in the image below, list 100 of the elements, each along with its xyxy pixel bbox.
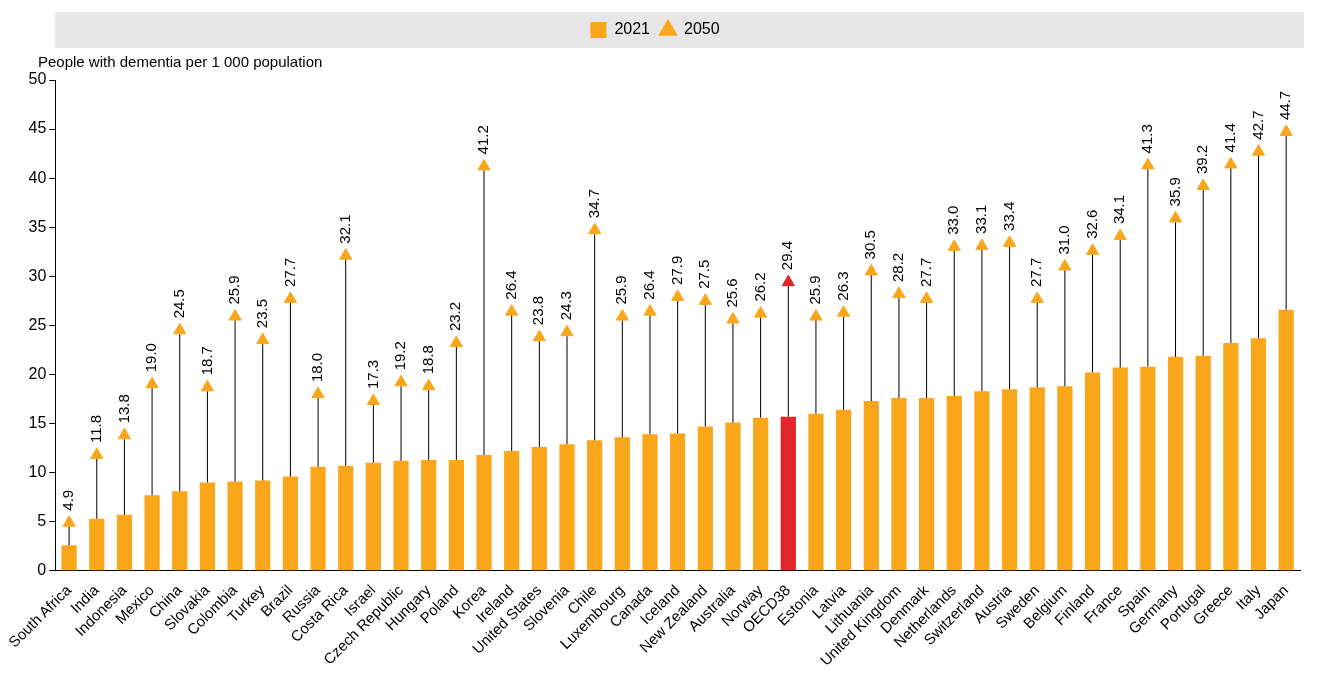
data-label: 18.0 [308, 352, 326, 383]
bar [670, 433, 686, 571]
data-label: 35.9 [1165, 177, 1183, 207]
point [117, 427, 131, 440]
point [1168, 210, 1183, 223]
point [1141, 157, 1155, 170]
bar [946, 396, 962, 571]
y-tick-label: 50 [28, 70, 47, 88]
point [339, 248, 353, 260]
data-label: 27.9 [667, 255, 685, 285]
point [505, 304, 519, 316]
bar [365, 462, 381, 571]
bar [310, 466, 326, 571]
bar [863, 400, 879, 571]
data-label: 27.7 [280, 257, 298, 287]
point [283, 291, 297, 303]
bar [282, 476, 298, 571]
point [173, 322, 187, 335]
point [809, 309, 823, 321]
point [200, 379, 214, 392]
data-label: 19.0 [142, 343, 160, 373]
bar [753, 417, 769, 571]
point [1196, 178, 1210, 191]
bar [836, 409, 852, 571]
y-tick-label: 15 [28, 413, 47, 431]
point [1058, 259, 1072, 271]
data-label: 4.9 [59, 489, 77, 511]
point [422, 378, 436, 391]
bar [338, 465, 354, 571]
bar [393, 460, 409, 571]
point [892, 286, 906, 298]
point [1113, 228, 1127, 241]
bar [891, 398, 907, 571]
point [643, 304, 657, 316]
bar [1195, 355, 1211, 571]
data-label: 39.2 [1193, 144, 1211, 175]
point [228, 309, 242, 321]
data-label: 18.7 [197, 346, 215, 376]
data-label: 30.5 [861, 230, 879, 260]
bar [614, 437, 630, 571]
bar [504, 451, 520, 571]
bar [1167, 356, 1184, 571]
bar [808, 413, 824, 571]
data-label: 23.2 [446, 301, 464, 332]
bar [1057, 386, 1073, 571]
bar [725, 422, 741, 571]
point [366, 393, 380, 405]
bar [199, 482, 216, 571]
point [920, 291, 934, 303]
data-label: 34.1 [1110, 194, 1128, 225]
data-label: 32.6 [1082, 209, 1100, 239]
data-label: 25.9 [225, 275, 243, 305]
point [90, 447, 104, 459]
y-tick-label: 25 [28, 315, 47, 333]
data-label: 23.8 [529, 295, 547, 326]
y-axis-title: People with dementia per 1 000 population [38, 52, 323, 70]
data-label: 42.7 [1248, 110, 1266, 140]
data-label: 31.0 [1055, 225, 1073, 255]
data-label: 29.4 [778, 241, 796, 271]
point [698, 293, 712, 305]
data-label: 33.1 [972, 204, 990, 234]
data-label: 17.3 [363, 359, 381, 389]
y-tick-label: 20 [28, 364, 47, 382]
data-label: 25.6 [723, 278, 741, 308]
point [975, 238, 989, 250]
data-label: 33.4 [999, 201, 1017, 231]
data-label: 23.5 [252, 298, 270, 329]
point [62, 515, 76, 527]
data-label: 11.8 [86, 414, 104, 443]
bar [61, 545, 77, 571]
bar [1001, 389, 1018, 571]
bar [172, 491, 188, 571]
data-label: 25.9 [612, 275, 630, 305]
bar [587, 440, 603, 571]
data-label: 25.9 [806, 275, 824, 305]
bar [531, 447, 547, 571]
bar [1112, 367, 1128, 571]
data-label: 41.3 [1138, 124, 1156, 154]
point [560, 324, 574, 337]
point [726, 312, 740, 324]
point [1279, 124, 1293, 137]
bar [780, 416, 796, 571]
point [1030, 291, 1044, 303]
point [394, 374, 408, 387]
data-label: 26.4 [501, 270, 519, 300]
point [947, 239, 961, 251]
y-tick-label: 35 [28, 217, 47, 235]
point [837, 305, 851, 317]
bar [448, 459, 464, 571]
data-label: 24.5 [169, 289, 187, 319]
bar [1029, 387, 1045, 571]
data-label: 24.3 [557, 291, 575, 321]
bar [697, 426, 713, 571]
bar [642, 434, 658, 571]
point [311, 386, 325, 399]
bar [1223, 343, 1239, 571]
bar [559, 444, 575, 571]
y-tick-label: 5 [37, 512, 47, 530]
bar [476, 454, 492, 571]
legend-label: 2021 [614, 20, 651, 38]
